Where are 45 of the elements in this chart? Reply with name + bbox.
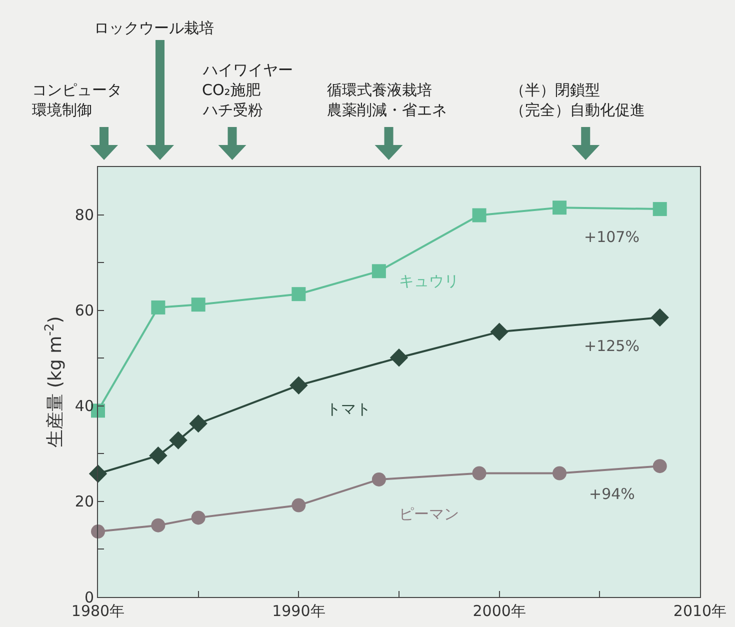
- x-tick-label: 2000年: [472, 602, 526, 620]
- text: CO₂施肥: [202, 81, 260, 99]
- y-tick-label: 80: [74, 206, 94, 224]
- y-tick-label: 40: [74, 397, 94, 416]
- point: [292, 287, 306, 302]
- point: [292, 498, 306, 512]
- point: [552, 466, 567, 480]
- text: ハチ受粉: [202, 101, 263, 119]
- text: 農薬削減・省エネ: [327, 101, 447, 119]
- text: 環境制御: [32, 101, 92, 119]
- annotation: +107%: [584, 228, 640, 246]
- x-tick-label: 1990年: [272, 602, 326, 620]
- text: （半）閉鎖型: [510, 81, 600, 99]
- x-tick-label: 2010年: [673, 602, 727, 620]
- text: （完全）自動化促進: [510, 101, 645, 119]
- point: [169, 431, 188, 450]
- point: [91, 524, 105, 539]
- point: [149, 446, 168, 465]
- annotation: +94%: [589, 485, 635, 503]
- text: ハイワイヤー: [202, 61, 293, 79]
- text: コンピュータ: [32, 81, 122, 99]
- series-label: トマト: [326, 400, 371, 418]
- point: [189, 414, 208, 433]
- series-label: ピーマン: [399, 505, 459, 523]
- point: [372, 472, 386, 486]
- point: [191, 298, 206, 312]
- series-label: キュウリ: [399, 272, 459, 290]
- point: [650, 308, 669, 327]
- point: [472, 466, 486, 480]
- point: [151, 518, 166, 532]
- text: 循環式養液栽培: [327, 81, 432, 99]
- point: [390, 348, 408, 367]
- point: [490, 322, 508, 341]
- point: [151, 300, 166, 314]
- point: [652, 459, 667, 474]
- point: [652, 202, 667, 216]
- y-tick-label: 20: [74, 492, 94, 511]
- text: ロックウール栽培: [94, 19, 214, 37]
- point: [552, 200, 567, 215]
- point: [191, 510, 206, 525]
- point: [472, 208, 486, 222]
- point: [290, 376, 308, 394]
- y-tick-label: 60: [74, 302, 94, 320]
- point: [372, 264, 386, 278]
- annotation: +125%: [584, 337, 640, 355]
